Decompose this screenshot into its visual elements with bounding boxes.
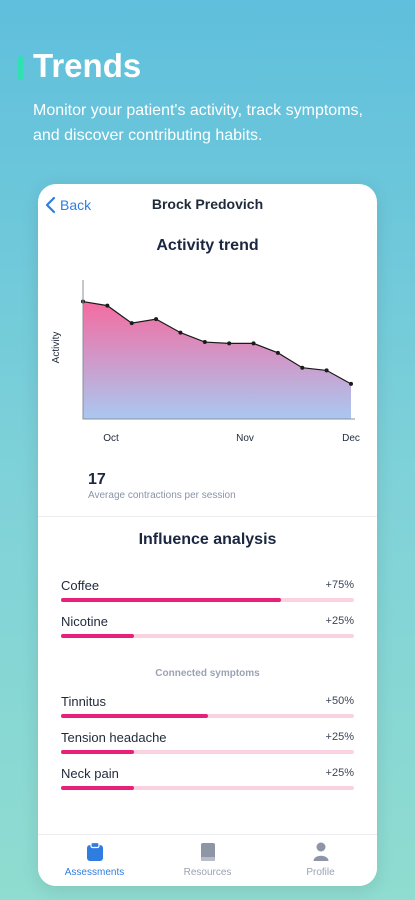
activity-point <box>275 350 280 355</box>
tab-resources[interactable]: Resources <box>151 841 264 878</box>
influence-bar-track <box>61 750 354 754</box>
nav-bar: Back Brock Predovich <box>38 184 377 224</box>
patient-card: Back Brock Predovich Activity trend Acti… <box>38 184 377 886</box>
tab-label: Profile <box>306 867 335 878</box>
influence-analysis-title: Influence analysis <box>138 531 277 548</box>
activity-point <box>251 341 256 346</box>
activity-point <box>178 330 183 335</box>
influence-bar-fill <box>61 634 135 638</box>
patient-name: Brock Predovich <box>151 196 264 212</box>
tab-label: Resources <box>183 867 232 878</box>
tab-profile[interactable]: Profile <box>264 841 377 878</box>
activity-point <box>129 321 134 326</box>
influence-label: Nicotine <box>61 614 108 629</box>
influence-bar-track <box>61 786 354 790</box>
influence-label: Neck pain <box>61 766 119 781</box>
influence-bar-track <box>61 598 354 602</box>
section-divider <box>38 516 377 517</box>
avg-contractions-label: Average contractions per session <box>88 490 236 501</box>
influence-percent: +50% <box>325 695 354 707</box>
influence-percent: +75% <box>325 579 354 591</box>
person-icon <box>313 842 328 861</box>
influence-bar-fill <box>61 750 135 754</box>
influence-bar-track <box>61 714 354 718</box>
x-tick-label: Dec <box>342 433 360 444</box>
hero-title: Trends <box>33 47 142 84</box>
influence-bar-fill <box>61 714 208 718</box>
activity-trend-chart: Activity Oct Nov Dec <box>51 280 360 444</box>
activity-point <box>300 365 305 370</box>
activity-point <box>202 340 207 345</box>
activity-point <box>349 381 353 386</box>
influence-bar-fill <box>61 786 135 790</box>
avg-contractions-value: 17 <box>88 471 106 488</box>
activity-point <box>105 303 110 308</box>
influence-percent: +25% <box>325 615 354 627</box>
x-tick-label: Nov <box>236 433 254 444</box>
influence-percent: +25% <box>325 767 354 779</box>
activity-line <box>82 300 352 385</box>
activity-area <box>83 301 351 419</box>
influence-percent: +25% <box>325 731 354 743</box>
activity-point <box>227 341 232 346</box>
tab-bar: Assessments Resources Profile <box>38 834 377 886</box>
influence-label: Tinnitus <box>61 694 107 709</box>
activity-point <box>324 368 329 373</box>
influence-bar-fill <box>61 598 281 602</box>
hero-accent-bar <box>18 56 23 80</box>
activity-trend-title: Activity trend <box>156 237 259 254</box>
tab-label: Assessments <box>64 867 125 878</box>
clipboard-icon <box>86 842 103 861</box>
chevron-left-icon <box>45 196 56 214</box>
influence-label: Coffee <box>61 578 100 593</box>
y-axis-label: Activity <box>51 332 62 364</box>
x-tick-label: Oct <box>103 433 119 444</box>
book-icon <box>200 843 215 861</box>
influence-label: Tension headache <box>61 730 167 745</box>
influence-bar-track <box>61 634 354 638</box>
connected-symptoms-heading: Connected symptoms <box>155 668 260 679</box>
activity-point <box>154 317 159 322</box>
hero-subtitle: Monitor your patient's activity, track s… <box>33 102 363 144</box>
back-button[interactable]: Back <box>44 194 91 216</box>
chart-axes <box>82 280 355 420</box>
tab-assessments[interactable]: Assessments <box>38 841 151 878</box>
back-label: Back <box>60 197 92 213</box>
